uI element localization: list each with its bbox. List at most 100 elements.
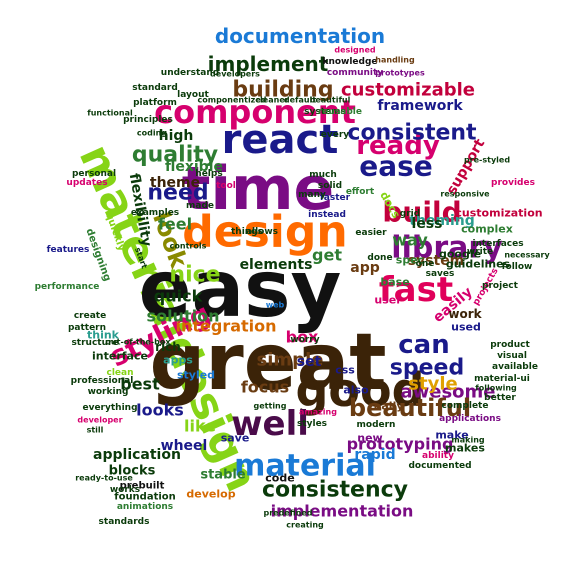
word-focus: focus — [241, 378, 289, 397]
word-helps: helps — [195, 169, 222, 179]
word-interface: interface — [92, 350, 148, 363]
word-working: working — [88, 387, 129, 397]
word-beautiful: beautiful — [310, 96, 351, 105]
word-css: css — [335, 364, 355, 377]
word-styled: styled — [177, 369, 215, 382]
word-done: done — [367, 253, 392, 263]
word-worry: worry — [290, 335, 319, 345]
word-set: set — [297, 354, 322, 370]
word-handling: handling — [375, 56, 415, 65]
word-wheel: wheel — [161, 438, 208, 454]
word-save: save — [221, 432, 250, 445]
word-theme: theme — [150, 175, 200, 191]
word-creating: creating — [286, 521, 324, 530]
word-framework: framework — [377, 98, 463, 114]
word-still: still — [87, 426, 104, 435]
word-available: available — [492, 362, 538, 372]
word-amazing: amazing — [299, 408, 337, 417]
word-one: one — [416, 259, 435, 269]
word-performance: performance — [35, 282, 100, 292]
word-platform: platform — [133, 98, 177, 108]
word-work: work — [448, 307, 482, 321]
word-standards: standards — [99, 517, 150, 527]
word-everything: everything — [82, 403, 137, 413]
word-ready-to-use: ready-to-use — [75, 474, 133, 483]
word-making: making — [451, 436, 484, 445]
word-standard: standard — [132, 83, 178, 93]
word-complex: complex — [461, 223, 513, 236]
word-prototypes: prototypes — [375, 69, 425, 78]
word-grid: grid — [400, 209, 420, 219]
word-animations: animations — [117, 502, 173, 512]
word-elements: elements — [240, 257, 313, 273]
word-project: project — [482, 281, 519, 291]
word-tool: tool — [216, 181, 236, 191]
word-customization: customization — [455, 207, 542, 220]
word-also: also — [343, 384, 369, 397]
word-every: every — [321, 130, 350, 140]
word-documentation: documentation — [215, 24, 385, 48]
word-easier: easier — [355, 228, 387, 238]
word-functional: functional — [87, 109, 133, 118]
word-modern: modern — [357, 420, 396, 430]
word-follow: follow — [502, 262, 533, 272]
word-better: better — [484, 393, 516, 403]
word-responsive: responsive — [440, 190, 490, 199]
word-develop: develop — [186, 488, 235, 501]
word-knowledge: knowledge — [322, 57, 377, 67]
word-solution: solution — [147, 307, 220, 326]
word-really: really — [368, 400, 403, 413]
word-apps: apps — [163, 354, 193, 367]
word-many: many — [298, 190, 326, 200]
word-developers: developers — [210, 70, 260, 79]
word-quick: quick — [154, 287, 203, 306]
word-like: like — [184, 417, 216, 436]
word-web: web — [266, 301, 285, 310]
word-predefined: predefined — [263, 509, 312, 518]
word-made: made — [186, 201, 214, 211]
word-rapid: rapid — [354, 447, 395, 463]
word-style: style — [408, 374, 457, 395]
word-new: new — [357, 432, 382, 445]
word-personal: personal — [72, 169, 116, 179]
word-documented: documented — [408, 461, 471, 471]
word-clean: clean — [106, 368, 133, 378]
word-examples: examples — [131, 208, 179, 218]
word-following: following — [475, 384, 517, 393]
word-visual: visual — [497, 351, 527, 361]
word-allows: allows — [246, 227, 278, 237]
word-consistent: consistent — [347, 121, 477, 146]
word-instead: instead — [308, 210, 346, 220]
word-user: user — [374, 294, 402, 307]
word-code: code — [265, 472, 294, 485]
word-developer: developer — [77, 416, 122, 425]
word-necessary: necessary — [504, 251, 550, 260]
word-effort: effort — [346, 187, 375, 197]
word-getting: getting — [254, 402, 287, 411]
word-designed: designed — [334, 46, 376, 55]
word-pattern: pattern — [68, 323, 106, 333]
word-provides: provides — [491, 178, 535, 188]
word-styles: styles — [297, 419, 327, 429]
word-nice: nice — [169, 263, 220, 288]
word-material-ui: material-ui — [474, 374, 530, 384]
word-looks: looks — [136, 401, 184, 420]
word-applications: applications — [439, 414, 501, 424]
word-way: way — [392, 231, 428, 250]
word-much: much — [309, 170, 337, 180]
word-ability: ability — [422, 451, 454, 461]
word-updates: updates — [66, 178, 107, 188]
word-works: works — [110, 485, 140, 495]
word-out-of-the-box: out-of-the-box — [105, 338, 171, 347]
word-saves: saves — [426, 269, 455, 279]
word-stable: stable — [200, 468, 245, 483]
word-base: base — [380, 276, 409, 289]
word-coding: coding — [137, 129, 167, 138]
word-features: features — [47, 245, 90, 255]
word-material-design-alias: material design — [5, 3, 14, 6]
word-pre-styled: pre-styled — [464, 156, 510, 165]
word-used: used — [451, 321, 481, 334]
word-complete: complete — [442, 401, 489, 411]
word-controls: controls — [170, 242, 207, 251]
